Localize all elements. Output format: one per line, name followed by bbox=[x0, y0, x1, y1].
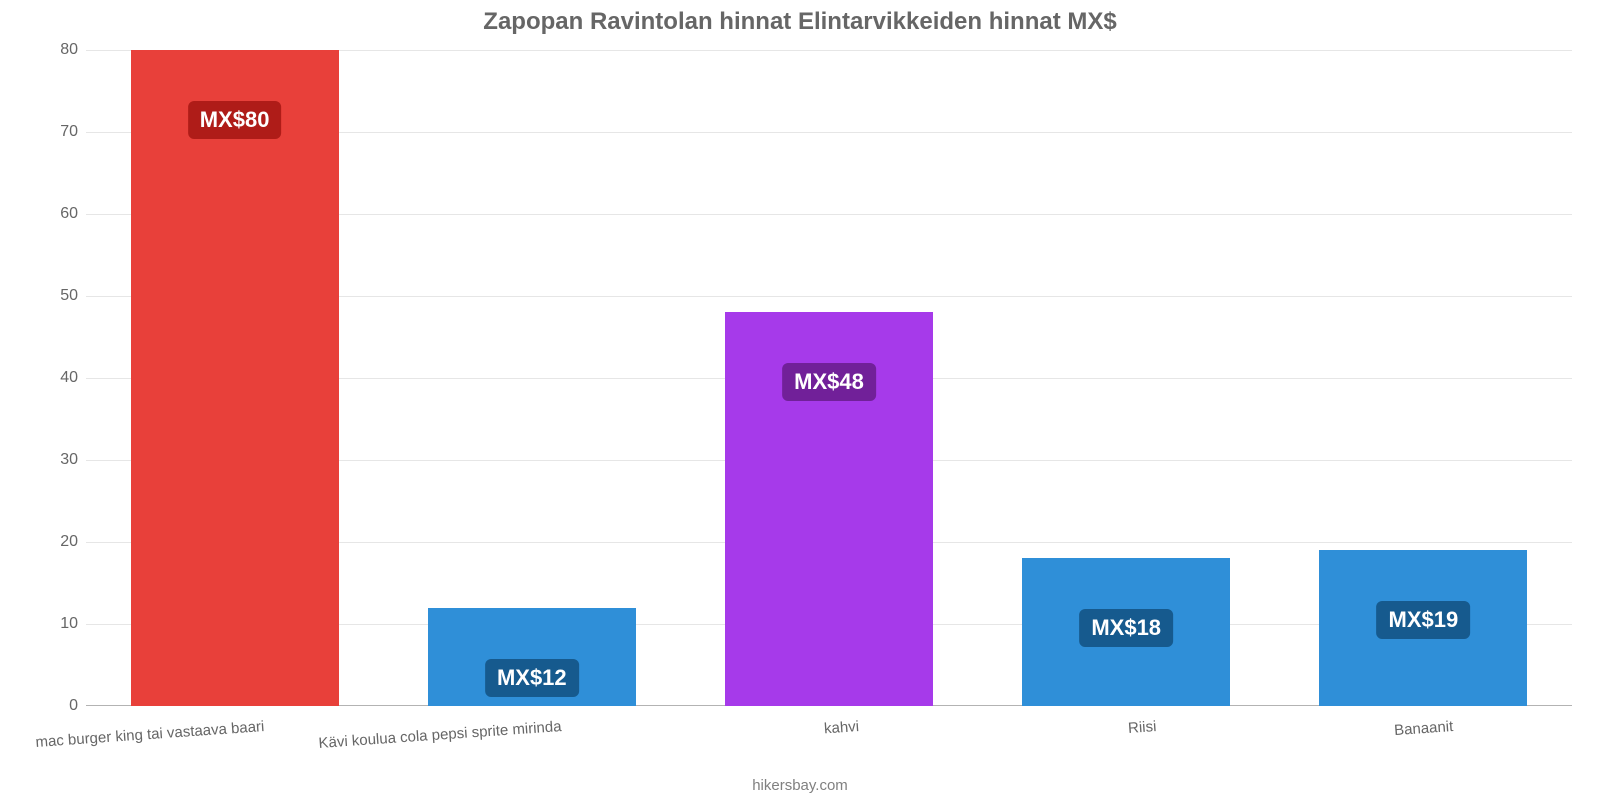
y-tick-label: 60 bbox=[36, 205, 78, 223]
value-label: MX$48 bbox=[782, 363, 876, 401]
y-tick-label: 50 bbox=[36, 287, 78, 305]
value-label: MX$19 bbox=[1377, 601, 1471, 639]
plot-area: 01020304050607080MX$80mac burger king ta… bbox=[86, 50, 1572, 706]
x-tick-label: kahvi bbox=[823, 718, 859, 737]
value-label: MX$80 bbox=[188, 101, 282, 139]
x-tick-label: mac burger king tai vastaava baari bbox=[35, 718, 265, 751]
bar bbox=[131, 50, 339, 706]
y-tick-label: 10 bbox=[36, 615, 78, 633]
y-tick-label: 80 bbox=[36, 41, 78, 59]
value-label: MX$18 bbox=[1079, 609, 1173, 647]
bar-chart: Zapopan Ravintolan hinnat Elintarvikkeid… bbox=[0, 0, 1600, 800]
x-tick-label: Riisi bbox=[1127, 718, 1156, 737]
y-tick-label: 20 bbox=[36, 533, 78, 551]
y-tick-label: 30 bbox=[36, 451, 78, 469]
credit-text: hikersbay.com bbox=[0, 777, 1600, 794]
y-tick-label: 70 bbox=[36, 123, 78, 141]
x-tick-label: Kävi koulua cola pepsi sprite mirinda bbox=[318, 718, 562, 752]
value-label: MX$12 bbox=[485, 659, 579, 697]
x-tick-label: Banaanit bbox=[1394, 718, 1454, 739]
chart-title: Zapopan Ravintolan hinnat Elintarvikkeid… bbox=[0, 8, 1600, 36]
y-tick-label: 40 bbox=[36, 369, 78, 387]
y-tick-label: 0 bbox=[36, 697, 78, 715]
